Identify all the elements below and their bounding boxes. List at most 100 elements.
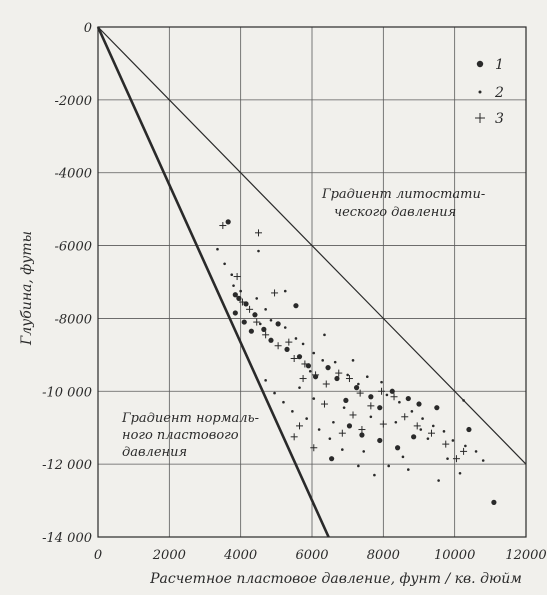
data-point-series-3 xyxy=(274,342,282,350)
data-point-series-1 xyxy=(275,321,281,327)
data-point-series-2 xyxy=(232,284,235,287)
data-point-series-3 xyxy=(255,229,262,237)
data-point-series-2 xyxy=(394,420,398,424)
data-point-series-3 xyxy=(312,371,320,379)
data-point-series-3 xyxy=(338,429,346,437)
x-tick-label: 10000 xyxy=(434,548,475,563)
x-tick-labels: 0 2000 4000 6000 8000 10000 12000 xyxy=(94,548,547,563)
data-point-series-1 xyxy=(225,219,231,225)
data-point-series-2 xyxy=(216,247,219,251)
data-point-series-1 xyxy=(305,363,312,369)
data-point-series-2 xyxy=(264,379,267,382)
x-tick-label: 2000 xyxy=(152,548,186,563)
data-point-series-3 xyxy=(219,222,227,230)
data-point-series-1 xyxy=(353,385,360,391)
data-point-series-1 xyxy=(416,401,422,407)
data-point-series-2 xyxy=(458,471,462,475)
data-point-series-1 xyxy=(329,456,335,462)
data-point-series-2 xyxy=(328,437,332,440)
data-point-series-3 xyxy=(253,318,261,326)
data-point-series-2 xyxy=(464,444,467,448)
data-point-series-2 xyxy=(312,397,316,400)
x-axis-label: Расчетное пластовое давление, фунт / кв.… xyxy=(149,571,522,587)
data-point-series-3 xyxy=(349,411,357,419)
y-tick-label: -2000 xyxy=(55,94,92,109)
data-point-series-3 xyxy=(285,338,293,346)
data-point-series-2 xyxy=(373,473,376,477)
data-point-series-2 xyxy=(283,326,287,329)
data-point-series-2 xyxy=(258,322,262,326)
data-point-series-2 xyxy=(426,437,430,440)
data-point-series-1 xyxy=(377,437,383,444)
data-point-series-2 xyxy=(385,393,389,397)
data-point-series-3 xyxy=(299,375,307,383)
hydrostatic-gradient-line xyxy=(96,26,330,538)
data-point-series-1 xyxy=(377,405,383,411)
y-tick-label: -10 000 xyxy=(42,385,92,400)
data-point-series-3 xyxy=(335,369,343,377)
data-point-series-2 xyxy=(398,400,401,404)
data-point-series-1 xyxy=(368,394,374,400)
y-tick-labels: 0 -2000 -4000 -6000 -8000 -10 000 -12 000 -14 0… xyxy=(42,21,92,546)
data-point-series-1 xyxy=(466,426,472,433)
data-point-series-1 xyxy=(389,388,395,394)
data-point-series-1 xyxy=(268,337,274,343)
data-point-series-2 xyxy=(273,391,276,395)
data-point-series-1 xyxy=(343,397,349,403)
data-point-series-3 xyxy=(452,455,460,463)
data-point-series-1 xyxy=(261,326,267,332)
data-point-series-2 xyxy=(357,382,360,386)
data-point-series-2 xyxy=(298,386,301,389)
data-point-series-2 xyxy=(257,249,260,253)
data-point-series-3 xyxy=(310,444,318,452)
plot-frame xyxy=(97,26,527,538)
data-point-series-2 xyxy=(387,464,390,468)
legend-label-3: 3 xyxy=(495,111,504,127)
data-point-series-2 xyxy=(451,439,455,442)
data-point-series-2 xyxy=(321,359,325,362)
data-point-series-2 xyxy=(346,373,349,377)
data-point-series-2 xyxy=(269,318,273,322)
data-point-series-1 xyxy=(232,310,238,316)
data-point-series-2 xyxy=(342,406,346,409)
data-point-series-2 xyxy=(341,448,344,451)
data-point-series-3 xyxy=(427,429,435,437)
legend-label-1: 1 xyxy=(495,57,504,73)
data-point-series-3 xyxy=(238,298,246,306)
data-point-series-3 xyxy=(358,426,366,434)
data-point-series-3 xyxy=(246,305,254,313)
x-tick-label: 6000 xyxy=(295,548,328,563)
data-points xyxy=(216,219,497,505)
lithostatic-gradient-line xyxy=(97,26,527,465)
data-point-series-2 xyxy=(308,369,312,373)
data-point-series-2 xyxy=(365,375,369,379)
data-point-series-1 xyxy=(293,303,299,309)
data-point-series-3 xyxy=(262,331,270,339)
data-point-series-1 xyxy=(296,354,303,360)
data-point-series-2 xyxy=(407,468,410,471)
data-point-series-2 xyxy=(317,428,321,431)
y-tick-label: -8000 xyxy=(55,312,92,327)
data-point-series-3 xyxy=(320,400,328,408)
data-point-series-3 xyxy=(356,389,364,397)
data-point-series-3 xyxy=(378,387,386,395)
data-point-series-2 xyxy=(419,428,423,431)
data-point-series-2 xyxy=(301,342,305,346)
data-point-series-2 xyxy=(410,410,414,413)
y-tick-label: 0 xyxy=(84,21,92,36)
data-point-series-3 xyxy=(460,447,468,455)
data-point-series-1 xyxy=(243,301,249,307)
data-point-series-3 xyxy=(322,380,330,388)
data-point-series-2 xyxy=(462,399,465,402)
data-point-series-1 xyxy=(395,445,401,451)
data-point-series-2 xyxy=(291,410,294,413)
data-point-series-2 xyxy=(239,289,242,293)
data-point-series-2 xyxy=(282,400,285,404)
data-point-series-2 xyxy=(223,262,226,266)
data-point-series-2 xyxy=(481,459,485,462)
legend: 1 2 3 xyxy=(475,57,504,127)
data-point-series-3 xyxy=(233,273,241,281)
data-point-series-1 xyxy=(252,312,258,318)
data-point-series-2 xyxy=(230,273,234,277)
data-point-series-2 xyxy=(255,297,259,300)
